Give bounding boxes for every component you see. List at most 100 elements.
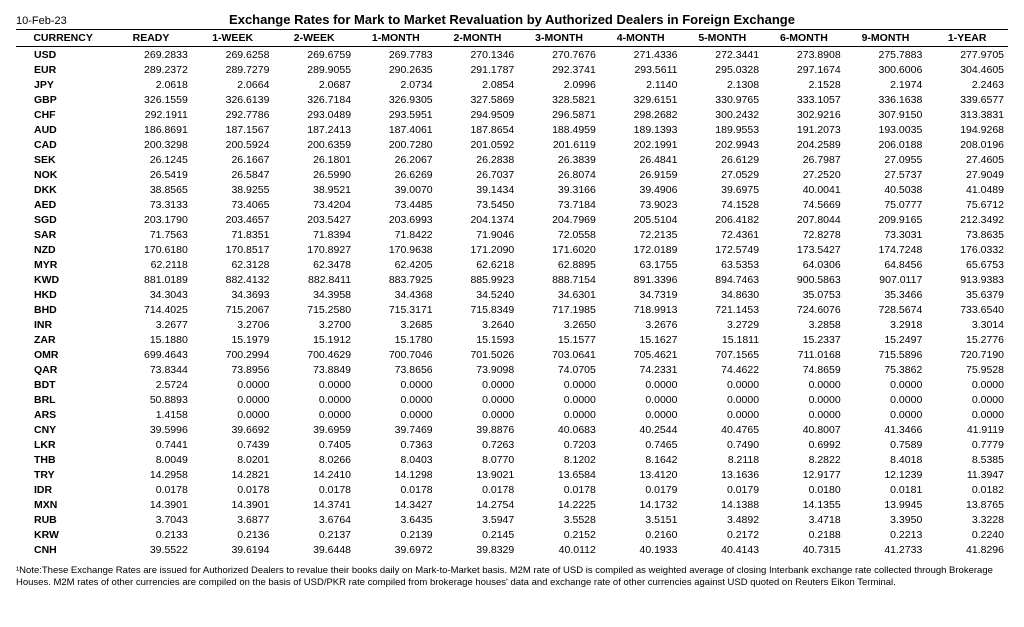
table-row: BHD714.4025715.2067715.2580715.3171715.8…	[16, 302, 1008, 317]
value-cell: 3.6764	[273, 512, 355, 527]
value-cell: 3.2685	[355, 317, 437, 332]
value-cell: 302.9216	[763, 107, 845, 122]
value-cell: 0.2172	[681, 527, 763, 542]
currency-cell: EUR	[16, 62, 110, 77]
value-cell: 0.0000	[273, 392, 355, 407]
value-cell: 41.3466	[845, 422, 927, 437]
value-cell: 171.2090	[437, 242, 519, 257]
value-cell: 63.5353	[681, 257, 763, 272]
value-cell: 34.3693	[192, 287, 274, 302]
value-cell: 26.6269	[355, 167, 437, 182]
value-cell: 0.0181	[845, 482, 927, 497]
value-cell: 883.7925	[355, 272, 437, 287]
value-cell: 329.6151	[600, 92, 682, 107]
value-cell: 73.8956	[192, 362, 274, 377]
value-cell: 75.6712	[926, 197, 1008, 212]
value-cell: 205.5104	[600, 212, 682, 227]
table-row: HKD34.304334.369334.395834.436834.524034…	[16, 287, 1008, 302]
value-cell: 204.7969	[518, 212, 600, 227]
value-cell: 172.5749	[681, 242, 763, 257]
value-cell: 0.0000	[518, 392, 600, 407]
value-cell: 300.2432	[681, 107, 763, 122]
value-cell: 293.0489	[273, 107, 355, 122]
value-cell: 3.7043	[110, 512, 192, 527]
value-cell: 728.5674	[845, 302, 927, 317]
table-row: NOK26.541926.584726.599026.626926.703726…	[16, 167, 1008, 182]
value-cell: 289.2372	[110, 62, 192, 77]
value-cell: 34.4368	[355, 287, 437, 302]
value-cell: 203.1790	[110, 212, 192, 227]
table-header-row: CURRENCYREADY1-WEEK2-WEEK1-MONTH2-MONTH3…	[16, 30, 1008, 47]
value-cell: 3.6877	[192, 512, 274, 527]
value-cell: 208.0196	[926, 137, 1008, 152]
value-cell: 3.5947	[437, 512, 519, 527]
value-cell: 187.4061	[355, 122, 437, 137]
value-cell: 0.0000	[763, 392, 845, 407]
value-cell: 39.6972	[355, 542, 437, 557]
value-cell: 27.2520	[763, 167, 845, 182]
value-cell: 62.3478	[273, 257, 355, 272]
value-cell: 15.1912	[273, 332, 355, 347]
value-cell: 73.8344	[110, 362, 192, 377]
value-cell: 38.9521	[273, 182, 355, 197]
value-cell: 0.0000	[926, 392, 1008, 407]
value-cell: 724.6076	[763, 302, 845, 317]
value-cell: 269.7783	[355, 47, 437, 63]
value-cell: 0.0000	[518, 377, 600, 392]
value-cell: 14.3901	[192, 497, 274, 512]
value-cell: 14.3901	[110, 497, 192, 512]
value-cell: 73.3133	[110, 197, 192, 212]
value-cell: 0.0000	[681, 407, 763, 422]
currency-cell: ZAR	[16, 332, 110, 347]
column-header: READY	[110, 30, 192, 47]
value-cell: 0.0000	[926, 377, 1008, 392]
value-cell: 0.0182	[926, 482, 1008, 497]
value-cell: 170.9638	[355, 242, 437, 257]
value-cell: 0.0000	[192, 407, 274, 422]
value-cell: 292.3741	[518, 62, 600, 77]
value-cell: 188.4959	[518, 122, 600, 137]
value-cell: 14.1355	[763, 497, 845, 512]
currency-cell: SEK	[16, 152, 110, 167]
value-cell: 703.0641	[518, 347, 600, 362]
value-cell: 26.1801	[273, 152, 355, 167]
currency-cell: SAR	[16, 227, 110, 242]
value-cell: 14.1388	[681, 497, 763, 512]
column-header: 4-MONTH	[600, 30, 682, 47]
value-cell: 39.5996	[110, 422, 192, 437]
value-cell: 295.0328	[681, 62, 763, 77]
value-cell: 0.0000	[681, 377, 763, 392]
value-cell: 191.2073	[763, 122, 845, 137]
value-cell: 0.2136	[192, 527, 274, 542]
value-cell: 35.3466	[845, 287, 927, 302]
value-cell: 176.0332	[926, 242, 1008, 257]
currency-cell: SGD	[16, 212, 110, 227]
value-cell: 39.6194	[192, 542, 274, 557]
value-cell: 0.0178	[437, 482, 519, 497]
value-cell: 8.0201	[192, 452, 274, 467]
value-cell: 74.8659	[763, 362, 845, 377]
value-cell: 171.6020	[518, 242, 600, 257]
value-cell: 40.7315	[763, 542, 845, 557]
value-cell: 201.6119	[518, 137, 600, 152]
value-cell: 39.5522	[110, 542, 192, 557]
value-cell: 0.7439	[192, 437, 274, 452]
value-cell: 14.3427	[355, 497, 437, 512]
currency-cell: MYR	[16, 257, 110, 272]
value-cell: 14.2225	[518, 497, 600, 512]
value-cell: 272.3441	[681, 47, 763, 63]
table-row: MYR62.211862.312862.347862.420562.621862…	[16, 257, 1008, 272]
value-cell: 271.4336	[600, 47, 682, 63]
value-cell: 333.1057	[763, 92, 845, 107]
value-cell: 0.7465	[600, 437, 682, 452]
value-cell: 2.0618	[110, 77, 192, 92]
value-cell: 882.4132	[192, 272, 274, 287]
value-cell: 888.7154	[518, 272, 600, 287]
table-row: SAR71.756371.835171.839471.842271.904672…	[16, 227, 1008, 242]
value-cell: 26.4841	[600, 152, 682, 167]
value-cell: 35.0753	[763, 287, 845, 302]
value-cell: 174.7248	[845, 242, 927, 257]
value-cell: 273.8908	[763, 47, 845, 63]
currency-cell: OMR	[16, 347, 110, 362]
value-cell: 27.5737	[845, 167, 927, 182]
